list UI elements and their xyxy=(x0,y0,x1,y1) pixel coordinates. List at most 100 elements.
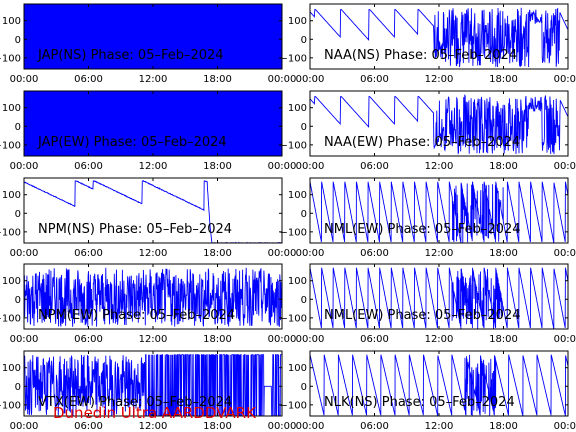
panel-9: 100 0 −100 00:00 06:00 12:00 18:00 00:00 VTX(EW)… xyxy=(0,350,296,432)
x-tick-label: 06:00 xyxy=(74,161,103,172)
x-tick-label: 06:00 xyxy=(74,334,103,345)
x-tick-label: 00:00 xyxy=(268,161,297,172)
panel-title: NPM(NS) Phase: 05–Feb–2024 xyxy=(38,222,232,237)
y-tick-label: 100 xyxy=(2,190,21,201)
x-tick-label: 18:00 xyxy=(489,421,518,432)
x-tick-label: 00:00 xyxy=(554,161,576,172)
panel-title: JAP(NS) Phase: 05–Feb–2024 xyxy=(37,48,224,63)
x-tick-label: 12:00 xyxy=(425,421,454,432)
y-tick-label: 100 xyxy=(2,276,21,287)
y-tick-label: −100 xyxy=(280,53,307,64)
x-tick-label: 12:00 xyxy=(139,161,168,172)
panel-2: 100 0 −100 00:00 06:00 12:00 18:00 00:00 NAA(NS)… xyxy=(280,3,576,85)
y-tick-label: −100 xyxy=(0,53,21,64)
series-line xyxy=(310,94,568,155)
x-tick-label: 00:00 xyxy=(10,248,39,259)
x-tick-label: 06:00 xyxy=(74,421,103,432)
x-tick-label: 00:00 xyxy=(268,248,297,259)
x-tick-label: 06:00 xyxy=(360,421,389,432)
panel-4: 100 0 −100 00:00 06:00 12:00 18:00 00:00 NAA(EW)… xyxy=(280,90,576,172)
x-tick-label: 12:00 xyxy=(139,248,168,259)
x-tick-label: 18:00 xyxy=(203,334,232,345)
panel-title: NAA(EW) Phase: 05–Feb–2024 xyxy=(324,135,520,150)
x-tick-label: 00:00 xyxy=(10,421,39,432)
panel-5: 100 0 −100 00:00 06:00 12:00 18:00 00:00 NPM(NS)… xyxy=(0,177,297,259)
x-tick-label: 12:00 xyxy=(425,248,454,259)
x-tick-label: 18:00 xyxy=(489,74,518,85)
series-line xyxy=(24,267,282,327)
series-fill xyxy=(24,91,282,156)
x-tick-label: 00:00 xyxy=(554,74,576,85)
x-tick-label: 06:00 xyxy=(74,248,103,259)
series-line xyxy=(310,267,568,329)
x-tick-label: 18:00 xyxy=(203,74,232,85)
x-tick-label: 00:00 xyxy=(296,334,325,345)
y-tick-label: 0 xyxy=(301,35,307,46)
y-tick-label: 100 xyxy=(288,276,307,287)
panel-1: 100 0 −100 00:00 06:00 12:00 18:00 00:00 JAP(NS)… xyxy=(0,3,297,85)
y-tick-label: 100 xyxy=(288,363,307,374)
x-tick-label: 06:00 xyxy=(360,248,389,259)
y-tick-label: 100 xyxy=(2,363,21,374)
series-line xyxy=(310,7,568,68)
panel-title: NPM(EW) Phase: 05–Feb–2024 xyxy=(38,308,235,323)
x-tick-label: 18:00 xyxy=(489,334,518,345)
y-tick-label: 100 xyxy=(2,16,21,27)
x-tick-label: 06:00 xyxy=(360,334,389,345)
y-tick-label: −100 xyxy=(0,400,21,411)
y-tick-label: −100 xyxy=(280,140,307,151)
x-tick-label: 00:00 xyxy=(554,248,576,259)
x-tick-label: 00:00 xyxy=(296,248,325,259)
x-tick-label: 18:00 xyxy=(203,248,232,259)
y-tick-label: −100 xyxy=(0,140,21,151)
panel-title: JAP(EW) Phase: 05–Feb–2024 xyxy=(37,135,227,150)
y-tick-label: −100 xyxy=(280,400,307,411)
x-tick-label: 00:00 xyxy=(296,421,325,432)
panel-title: NLK(NS) Phase: 05–Feb–2024 xyxy=(324,395,515,410)
y-tick-label: −100 xyxy=(280,313,307,324)
panel-6: 100 0 −100 00:00 06:00 12:00 18:00 00:00 NML(EW)… xyxy=(280,177,576,259)
panel-title: NML(EW) Phase: 05–Feb–2024 xyxy=(324,222,521,237)
x-tick-label: 12:00 xyxy=(425,334,454,345)
x-tick-label: 12:00 xyxy=(139,74,168,85)
y-tick-label: 100 xyxy=(288,103,307,114)
x-tick-label: 00:00 xyxy=(10,334,39,345)
y-tick-label: 0 xyxy=(15,382,21,393)
x-tick-label: 00:00 xyxy=(10,161,39,172)
y-tick-label: 100 xyxy=(288,190,307,201)
y-tick-label: 0 xyxy=(15,295,21,306)
y-tick-label: −100 xyxy=(280,227,307,238)
y-tick-label: 0 xyxy=(301,122,307,133)
y-tick-label: 0 xyxy=(301,209,307,220)
x-tick-label: 06:00 xyxy=(74,74,103,85)
x-tick-label: 18:00 xyxy=(489,161,518,172)
x-tick-label: 18:00 xyxy=(203,421,232,432)
x-tick-label: 00:00 xyxy=(296,74,325,85)
panel-3: 100 0 −100 00:00 06:00 12:00 18:00 00:00 JAP(EW)… xyxy=(0,90,297,172)
x-tick-label: 18:00 xyxy=(489,248,518,259)
panel-10: 100 0 −100 00:00 06:00 12:00 18:00 00:00 NLK(NS)… xyxy=(280,350,576,432)
panel-title: NML(EW) Phase: 05–Feb–2024 xyxy=(324,308,521,323)
y-tick-label: 100 xyxy=(2,103,21,114)
x-tick-label: 00:00 xyxy=(554,421,576,432)
y-tick-label: 100 xyxy=(288,16,307,27)
x-tick-label: 00:00 xyxy=(268,334,297,345)
x-tick-label: 18:00 xyxy=(203,161,232,172)
y-tick-label: 0 xyxy=(15,35,21,46)
y-tick-label: −100 xyxy=(0,227,21,238)
x-tick-label: 00:00 xyxy=(10,74,39,85)
x-tick-label: 06:00 xyxy=(360,161,389,172)
panel-title: VTX(EW) Phase: 05–Feb–2024 xyxy=(38,395,232,410)
series-line xyxy=(24,354,282,416)
series-fill xyxy=(24,4,282,69)
x-tick-label: 06:00 xyxy=(360,74,389,85)
footer-label: Dunedin Ultra AARDDVARK xyxy=(53,404,256,422)
y-tick-label: −100 xyxy=(0,313,21,324)
y-tick-label: 0 xyxy=(301,295,307,306)
x-tick-label: 12:00 xyxy=(425,74,454,85)
panel-title: NAA(NS) Phase: 05–Feb–2024 xyxy=(324,48,517,63)
y-tick-label: 0 xyxy=(15,122,21,133)
x-tick-label: 00:00 xyxy=(268,74,297,85)
panel-7: 100 0 −100 00:00 06:00 12:00 18:00 00:00 NPM(EW)… xyxy=(0,263,297,345)
